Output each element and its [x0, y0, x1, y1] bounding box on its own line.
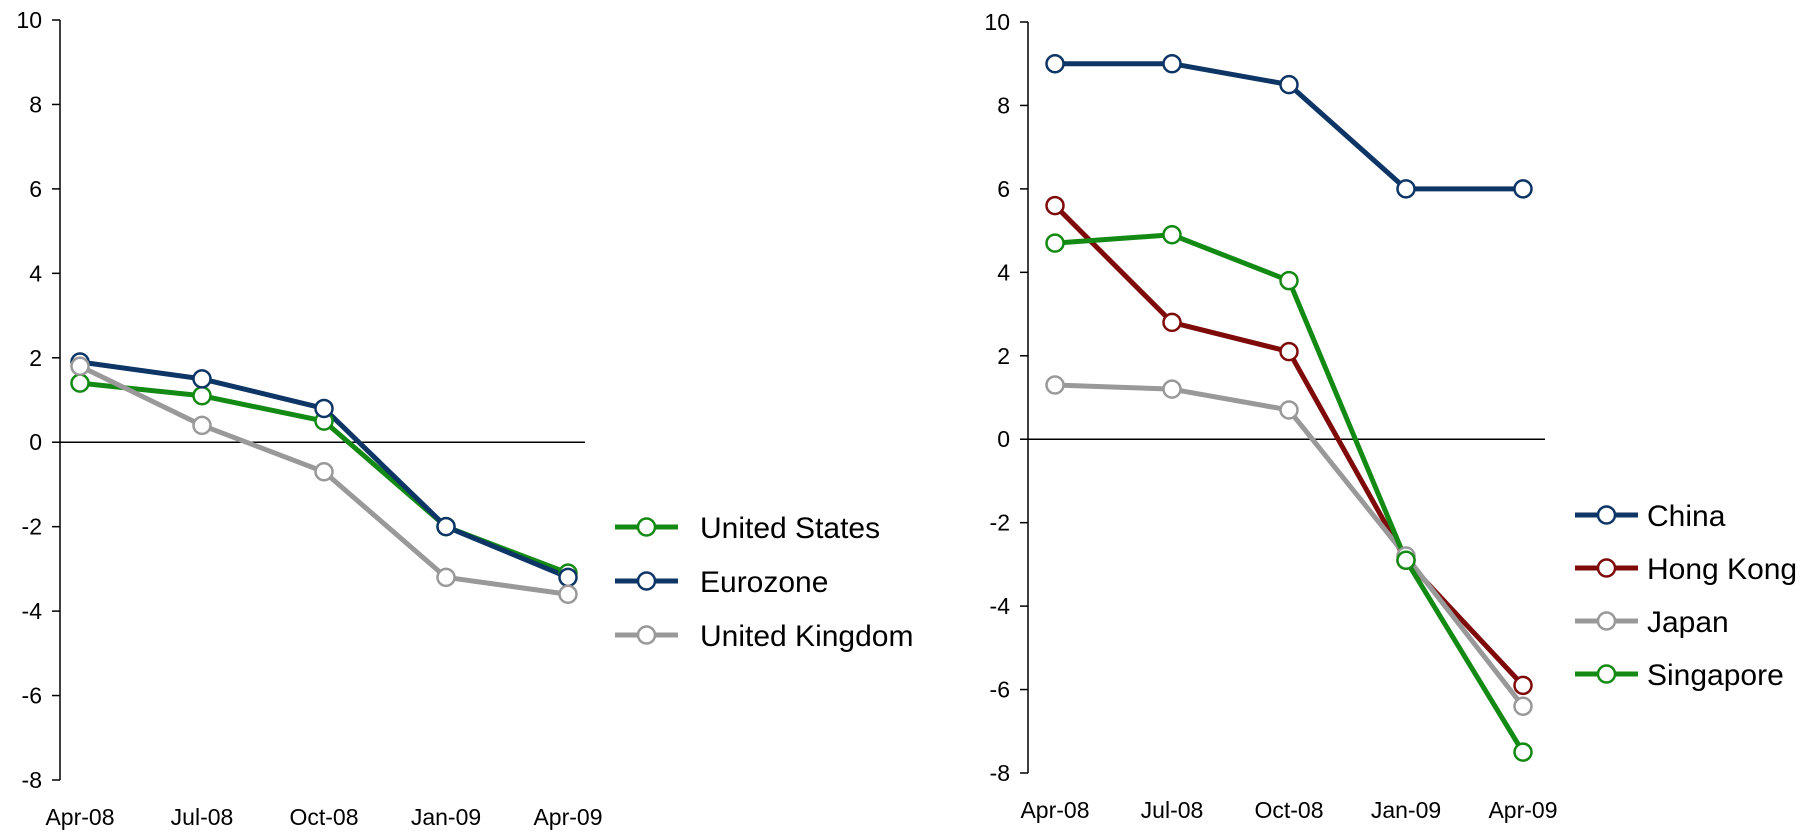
y-tick-label: -2	[22, 514, 42, 540]
legend-marker	[1596, 611, 1617, 631]
data-point	[1279, 400, 1299, 420]
data-point	[192, 386, 212, 406]
y-tick-label: 2	[29, 345, 42, 371]
x-tick-label: Jul-08	[171, 804, 234, 830]
y-tick-label: 8	[997, 92, 1010, 118]
y-tick-label: -4	[990, 593, 1011, 619]
data-point	[436, 516, 456, 537]
data-point	[1513, 696, 1533, 716]
data-point	[1045, 375, 1065, 395]
data-point	[558, 584, 578, 604]
legend-item: Singapore	[1575, 659, 1784, 692]
legend-item: United Kingdom	[615, 620, 913, 653]
legend-marker	[636, 517, 657, 537]
legend-item: Hong Kong	[1575, 553, 1797, 586]
legend-label: United Kingdom	[700, 620, 913, 653]
legend-marker	[1596, 505, 1617, 525]
y-tick-label: -8	[990, 760, 1010, 786]
data-point	[1045, 233, 1065, 253]
data-point	[70, 356, 90, 376]
legend-label: Hong Kong	[1647, 553, 1797, 586]
data-point	[1162, 379, 1182, 399]
x-tick-label: Apr-09	[1488, 797, 1557, 823]
data-point	[1045, 195, 1065, 216]
y-tick-label: 4	[997, 259, 1010, 285]
data-point	[1279, 341, 1299, 362]
chart-2: 10 8 6 4 2 0 -2 -4 -6 -8 Apr-08 Jul-08 Oct-08 Jan-09 A…	[984, 9, 1797, 823]
y-tick-label: -4	[22, 598, 43, 624]
data-point	[1162, 225, 1182, 245]
series-line-3	[1054, 382, 1525, 708]
y-tick-label: 10	[16, 7, 42, 33]
legend-label: China	[1647, 500, 1726, 533]
legend-item: Japan	[1575, 606, 1729, 639]
y-tick-label: -2	[990, 510, 1010, 536]
data-point	[314, 398, 334, 419]
legend-label: Japan	[1647, 606, 1729, 639]
legend-item: China	[1575, 500, 1726, 533]
x-tick-label: Oct-08	[289, 804, 358, 830]
legend-marker	[1596, 558, 1617, 578]
data-point	[192, 415, 212, 436]
data-point	[192, 369, 212, 389]
legend-label: Singapore	[1647, 659, 1784, 692]
legend-label: Eurozone	[700, 566, 828, 599]
legend-label: United States	[700, 512, 880, 545]
y-tick-label: 0	[29, 429, 42, 455]
data-point	[1513, 179, 1533, 199]
data-point	[1045, 53, 1065, 74]
legend-marker	[1596, 664, 1617, 684]
data-point	[1279, 74, 1299, 95]
x-tick-label: Apr-08	[1020, 797, 1089, 823]
data-point	[1396, 179, 1416, 199]
x-tick-label: Jan-09	[1371, 797, 1441, 823]
data-point	[1279, 270, 1299, 291]
data-point	[436, 567, 456, 588]
x-tick-label: Jul-08	[1141, 797, 1204, 823]
y-tick-label: 10	[984, 9, 1010, 35]
data-point	[314, 462, 334, 482]
y-tick-label: -8	[22, 767, 42, 793]
y-tick-label: 8	[29, 91, 42, 117]
y-tick-label: 2	[997, 343, 1010, 369]
data-point	[1396, 550, 1416, 570]
legend-item: Eurozone	[615, 566, 828, 599]
y-tick-label: -6	[22, 683, 42, 709]
y-tick-label: 4	[29, 260, 42, 286]
y-tick-label: 0	[997, 426, 1010, 452]
data-point	[1162, 312, 1182, 333]
data-point	[1162, 53, 1182, 74]
x-tick-label: Apr-09	[533, 804, 602, 830]
legend-marker	[636, 571, 657, 591]
data-point	[70, 373, 90, 393]
data-point	[1513, 742, 1533, 762]
series-line-4	[1054, 232, 1526, 754]
data-point	[1513, 675, 1533, 696]
x-tick-label: Oct-08	[1254, 797, 1323, 823]
y-tick-label: 6	[997, 176, 1010, 202]
legend-marker	[636, 625, 657, 645]
data-point	[558, 567, 578, 588]
legend-item: United States	[615, 512, 880, 545]
x-tick-label: Apr-08	[45, 804, 114, 830]
y-tick-label: -6	[990, 677, 1010, 703]
x-tick-label: Jan-09	[411, 804, 481, 830]
y-tick-label: 6	[29, 176, 42, 202]
